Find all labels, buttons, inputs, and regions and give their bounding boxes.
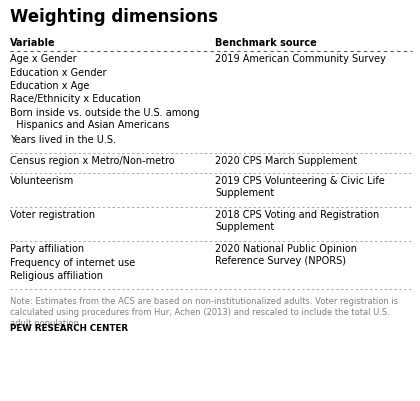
Text: Education x Age: Education x Age: [10, 81, 89, 91]
Text: Education x Gender: Education x Gender: [10, 67, 107, 77]
Text: Party affiliation: Party affiliation: [10, 244, 84, 254]
Text: Note: Estimates from the ACS are based on non-institutionalized adults. Voter re: Note: Estimates from the ACS are based o…: [10, 296, 398, 328]
Text: 2019 CPS Volunteering & Civic Life
Supplement: 2019 CPS Volunteering & Civic Life Suppl…: [215, 176, 385, 198]
Text: Religious affiliation: Religious affiliation: [10, 271, 103, 281]
Text: Census region x Metro/Non-metro: Census region x Metro/Non-metro: [10, 156, 175, 166]
Text: Benchmark source: Benchmark source: [215, 38, 317, 48]
Text: 2020 National Public Opinion
Reference Survey (NPORS): 2020 National Public Opinion Reference S…: [215, 244, 357, 266]
Text: Variable: Variable: [10, 38, 55, 48]
Text: Years lived in the U.S.: Years lived in the U.S.: [10, 135, 116, 145]
Text: Volunteerism: Volunteerism: [10, 176, 74, 186]
Text: 2020 CPS March Supplement: 2020 CPS March Supplement: [215, 156, 357, 166]
Text: Age x Gender: Age x Gender: [10, 54, 76, 64]
Text: Born inside vs. outside the U.S. among
  Hispanics and Asian Americans: Born inside vs. outside the U.S. among H…: [10, 108, 200, 130]
Text: Frequency of internet use: Frequency of internet use: [10, 257, 135, 267]
Text: 2019 American Community Survey: 2019 American Community Survey: [215, 54, 386, 64]
Text: Race/Ethnicity x Education: Race/Ethnicity x Education: [10, 95, 141, 105]
Text: PEW RESEARCH CENTER: PEW RESEARCH CENTER: [10, 324, 128, 333]
Text: 2018 CPS Voting and Registration
Supplement: 2018 CPS Voting and Registration Supplem…: [215, 210, 379, 232]
Text: Weighting dimensions: Weighting dimensions: [10, 8, 218, 26]
Text: Voter registration: Voter registration: [10, 210, 95, 220]
